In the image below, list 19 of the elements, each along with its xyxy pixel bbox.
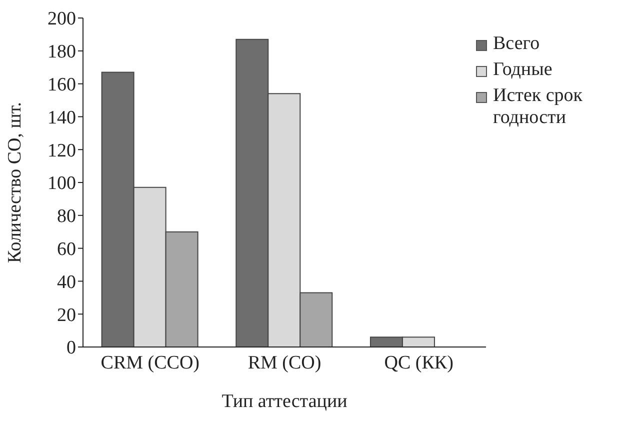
y-tick-label: 140 <box>48 107 76 128</box>
y-tick-label: 180 <box>48 42 76 63</box>
y-tick-label: 160 <box>48 74 76 96</box>
x-tick-label: CRM (ССО) <box>100 352 200 374</box>
x-tick-label: QC (КК) <box>384 352 454 374</box>
legend-label: Годные <box>493 59 554 81</box>
x-tick-label: RM (СО) <box>248 352 322 374</box>
legend-label: Истек срок годности <box>493 85 584 129</box>
y-tick-label: 20 <box>57 304 76 326</box>
y-tick-label: 200 <box>48 8 76 30</box>
y-tick-label: 120 <box>48 140 76 162</box>
y-tick-label: 60 <box>57 239 76 260</box>
y-axis-title: Количество СО, шт. <box>4 102 26 264</box>
y-tick-label: 80 <box>57 206 76 228</box>
y-tick-label: 100 <box>48 173 76 194</box>
x-axis-title: Тип аттестации <box>222 391 348 412</box>
y-tick-label: 0 <box>66 338 76 359</box>
y-tick-label: 40 <box>57 272 76 293</box>
legend-label: Всего <box>493 33 541 55</box>
